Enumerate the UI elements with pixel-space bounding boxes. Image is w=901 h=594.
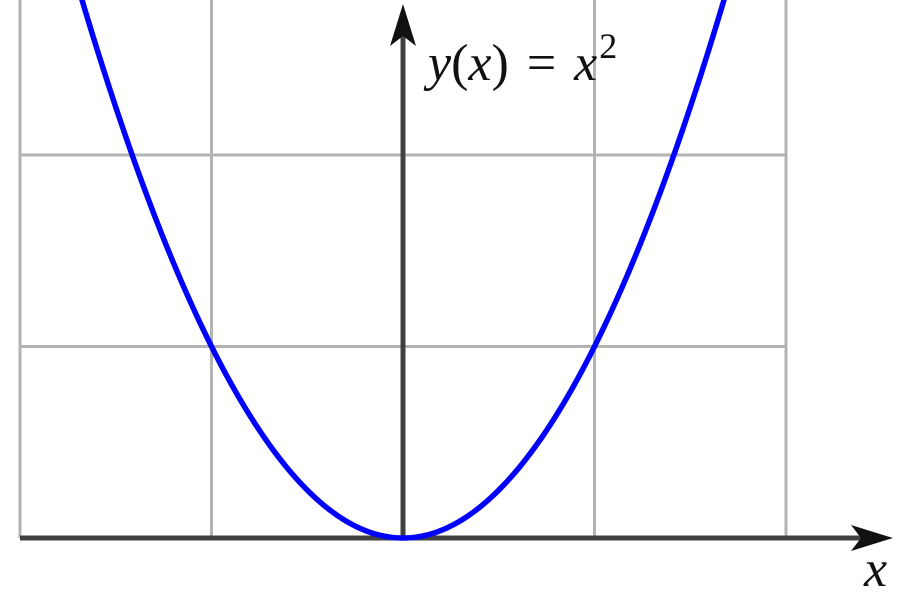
function-label-exponent: 2	[599, 26, 617, 66]
x-axis-arrow-icon	[851, 525, 893, 551]
function-label-y: y	[423, 35, 452, 92]
series-line	[79, 0, 727, 541]
function-label-rparen: )	[492, 35, 509, 92]
function-label-equals: =	[527, 35, 556, 92]
function-label: y(x) = x2	[423, 26, 617, 92]
axes	[20, 4, 893, 551]
x-axis-label: x	[863, 541, 887, 594]
function-label-x: x	[467, 35, 491, 92]
function-label-lparen: (	[451, 35, 468, 92]
y-axis-arrow-icon	[390, 4, 416, 46]
series-layer	[79, 0, 727, 541]
function-label-base: x	[573, 35, 597, 92]
